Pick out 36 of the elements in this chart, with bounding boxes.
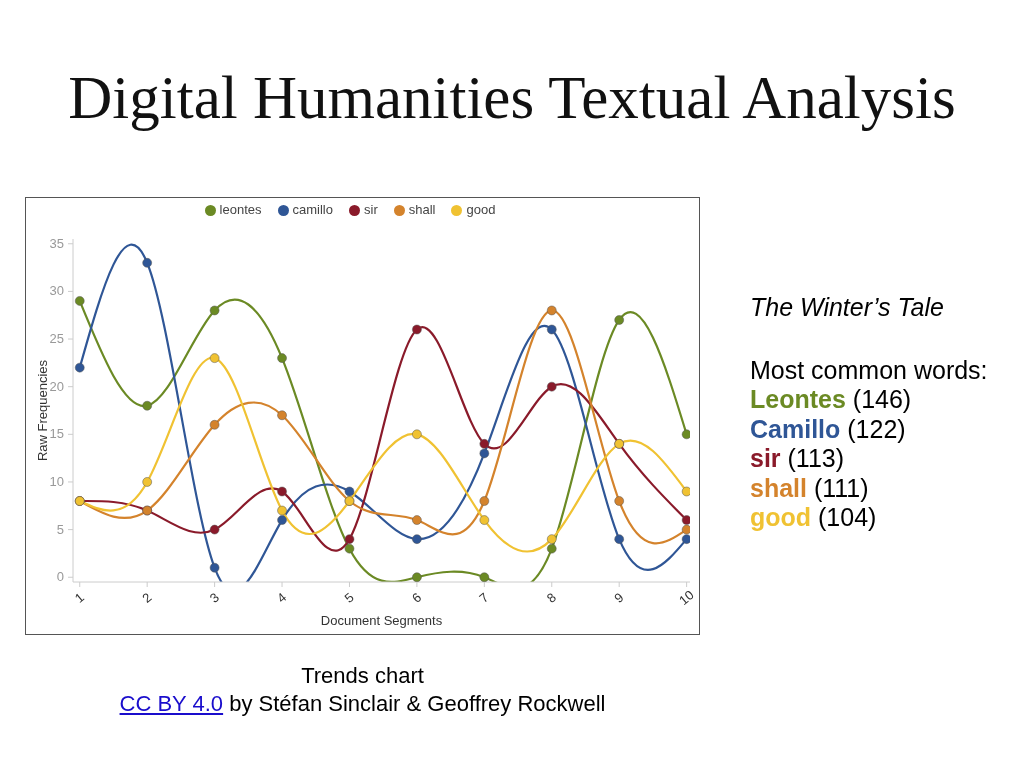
y-tick-label: 15	[49, 426, 64, 442]
x-tick-label: 4	[274, 589, 290, 606]
legend-label: sir	[364, 202, 378, 217]
y-tick-label: 25	[49, 331, 64, 347]
text: The Winter’s Tale	[750, 293, 944, 321]
y-tick-label: 0	[56, 569, 64, 585]
x-tick-label: 1	[71, 589, 88, 606]
text: Camillo (122)	[750, 414, 906, 443]
chart-title: Digital Humanities Textual Analysis	[68, 64, 956, 131]
text: CC BY 4.0	[119, 691, 224, 716]
text: shall (111)	[750, 473, 869, 502]
text: Trends chart	[301, 663, 424, 688]
text: by Stéfan Sinclair & Geoffrey Rockwell	[229, 691, 606, 716]
text: good (104)	[750, 503, 877, 531]
x-tick-label: 6	[408, 589, 425, 606]
legend-label: camillo	[292, 202, 333, 217]
legend-label: shall	[408, 202, 436, 217]
x-axis-title: Document Segments	[320, 613, 443, 628]
x-tick-label: 10	[675, 587, 697, 609]
y-axis-title: Raw Frequencies	[34, 359, 50, 462]
text: sir (113)	[750, 444, 845, 472]
y-tick-label: 5	[56, 521, 64, 537]
legend-label: leontes	[219, 202, 262, 217]
x-tick-label: 7	[476, 589, 492, 606]
x-tick-label: 9	[611, 589, 627, 606]
y-tick-label: 20	[49, 378, 64, 394]
text: Most common words:	[750, 355, 988, 384]
text: Leontes (146)	[750, 385, 912, 413]
x-tick-label: 5	[341, 589, 357, 606]
x-tick-label: 8	[543, 589, 560, 606]
y-tick-label: 35	[49, 235, 64, 251]
legend-label: good	[466, 202, 496, 217]
y-tick-label: 10	[49, 473, 64, 489]
x-tick-label: 3	[206, 589, 222, 606]
y-tick-label: 30	[49, 283, 64, 299]
x-tick-label: 2	[139, 589, 155, 606]
